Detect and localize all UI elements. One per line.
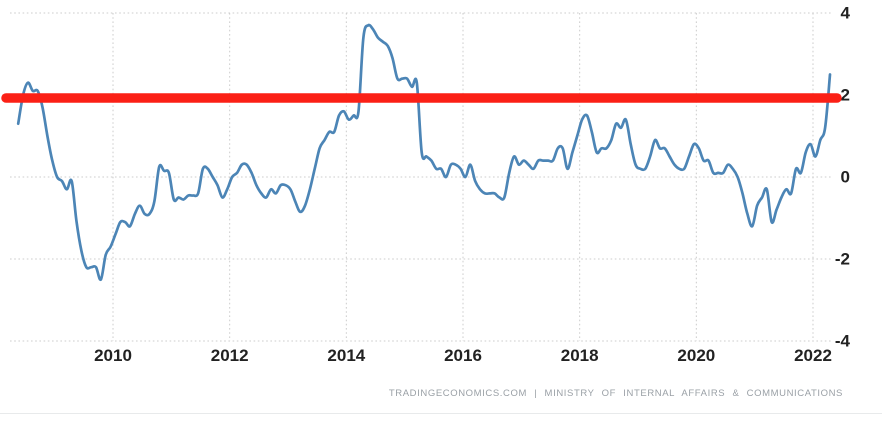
attribution-text[interactable]: TRADINGECONOMICS.COM | MINISTRY OF INTER…	[388, 388, 843, 399]
y-tick-label: 0	[841, 168, 850, 187]
x-tick-label: 2018	[561, 346, 599, 365]
x-tick-label: 2022	[794, 346, 832, 365]
gridlines	[10, 12, 833, 342]
attribution[interactable]: TRADINGECONOMICS.COM | MINISTRY OF INTER…	[389, 388, 843, 399]
x-tick-label: 2016	[444, 346, 482, 365]
bottom-divider	[0, 413, 882, 414]
y-tick-label: 4	[841, 4, 851, 23]
x-tick-label: 2014	[327, 346, 365, 365]
y-tick-label: -2	[835, 250, 850, 269]
y-tick-label: 2	[841, 86, 850, 105]
x-axis-labels: 2010 2012 2014 2016 2018 2020 2022	[94, 346, 832, 365]
inflation-line-series	[16, 23, 832, 282]
x-tick-label: 2012	[211, 346, 249, 365]
x-tick-label: 2010	[94, 346, 132, 365]
y-axis-labels: 4 2 0 -2 -4	[835, 4, 851, 351]
x-tick-label: 2020	[677, 346, 715, 365]
y-tick-label: -4	[835, 332, 851, 351]
